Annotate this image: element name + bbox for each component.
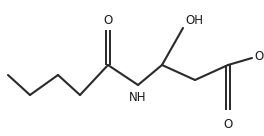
- Text: OH: OH: [185, 13, 203, 27]
- Text: OH: OH: [254, 50, 264, 63]
- Text: O: O: [103, 13, 113, 27]
- Text: O: O: [223, 118, 233, 131]
- Text: NH: NH: [129, 91, 147, 104]
